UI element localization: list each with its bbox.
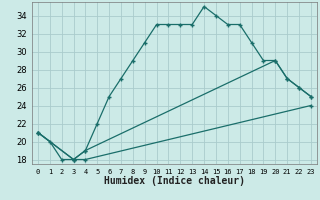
X-axis label: Humidex (Indice chaleur): Humidex (Indice chaleur): [104, 176, 245, 186]
